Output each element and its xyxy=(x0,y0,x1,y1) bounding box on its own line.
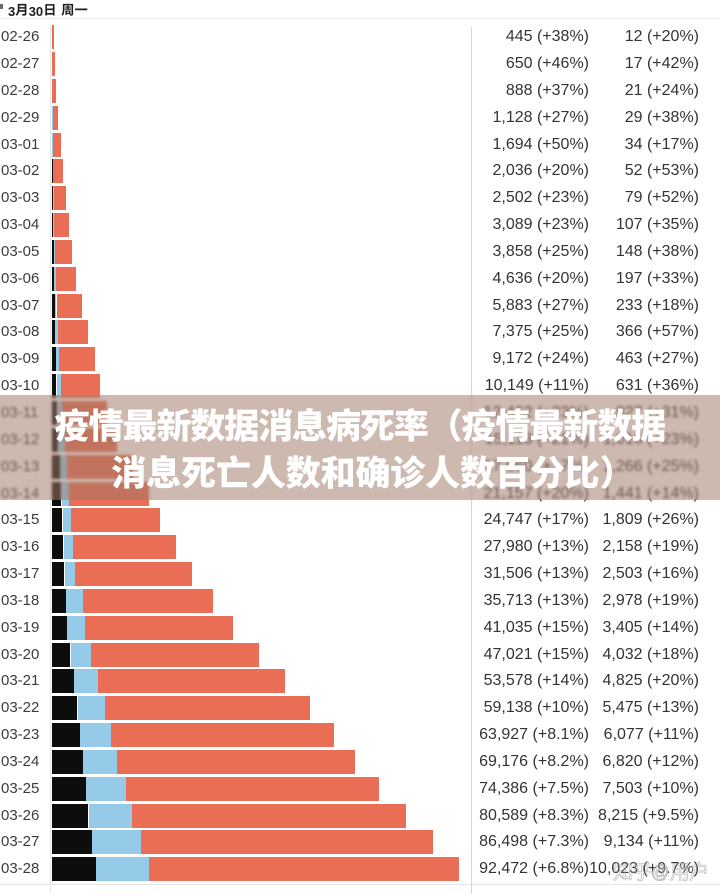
svg-text:3: 3 xyxy=(8,4,15,19)
svg-text:30: 30 xyxy=(29,4,43,19)
